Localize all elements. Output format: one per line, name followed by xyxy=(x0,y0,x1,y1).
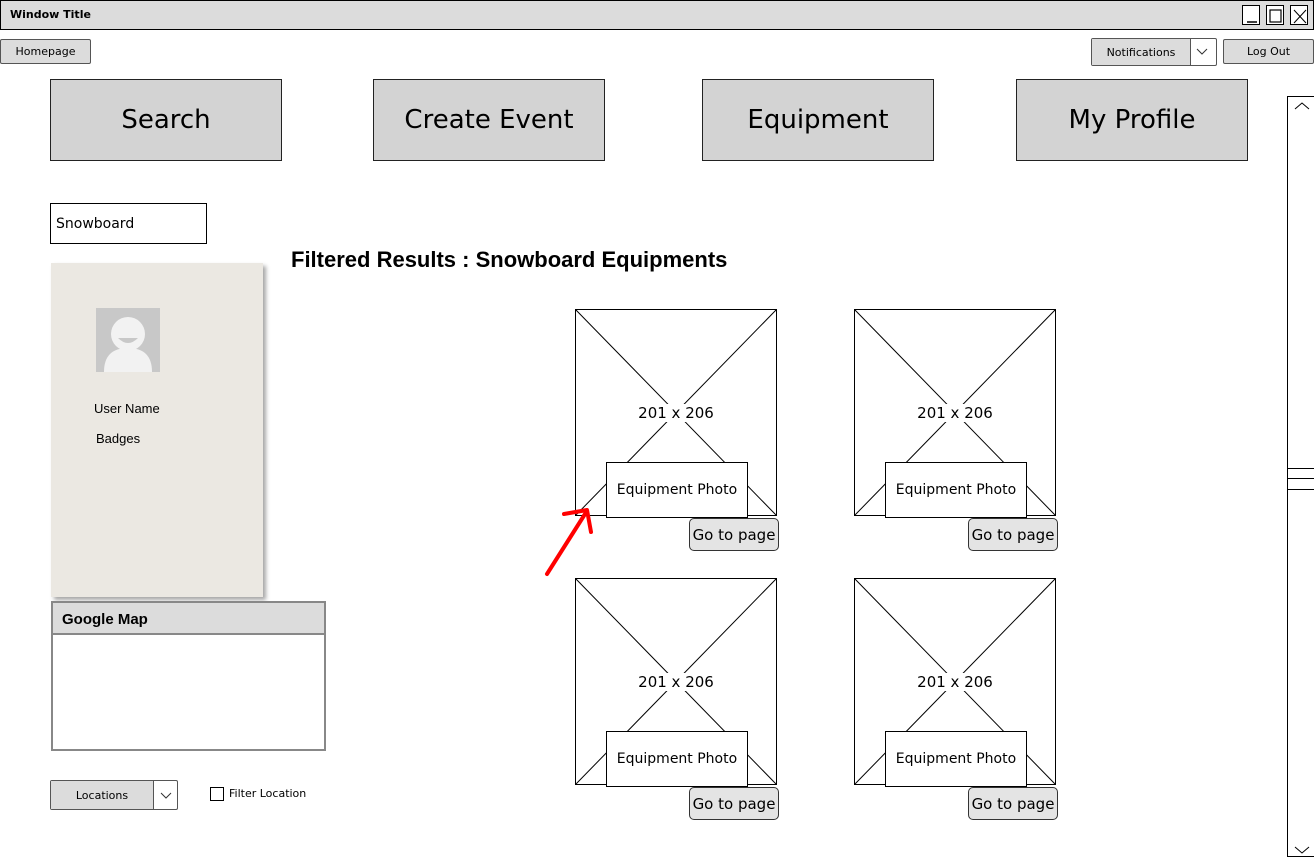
image-dimensions-label: 201 x 206 xyxy=(636,404,716,422)
equipment-photo-label: Equipment Photo xyxy=(606,731,748,787)
image-dimensions-label: 201 x 206 xyxy=(915,673,995,691)
homepage-button[interactable]: Homepage xyxy=(0,39,91,64)
google-map-panel[interactable]: Google Map xyxy=(51,601,326,751)
notifications-dropdown[interactable]: Notifications xyxy=(1091,38,1217,66)
results-heading: Filtered Results : Snowboard Equipments xyxy=(291,247,728,272)
nav-create-event-button[interactable]: Create Event xyxy=(373,79,605,161)
maximize-icon[interactable] xyxy=(1266,5,1284,25)
equipment-photo-label: Equipment Photo xyxy=(885,731,1027,787)
close-icon[interactable] xyxy=(1290,5,1308,25)
chevron-down-icon xyxy=(1196,48,1208,55)
username-label: User Name xyxy=(94,401,160,416)
scroll-up-icon[interactable] xyxy=(1294,101,1310,111)
equipment-photo-label: Equipment Photo xyxy=(606,462,748,518)
go-to-page-button[interactable]: Go to page xyxy=(968,518,1058,551)
nav-equipment-button[interactable]: Equipment xyxy=(702,79,934,161)
badges-label: Badges xyxy=(96,431,141,446)
equipment-card-photo: 201 x 206 Equipment Photo xyxy=(854,578,1056,787)
window-titlebar xyxy=(0,0,1314,30)
vertical-scrollbar[interactable] xyxy=(1287,96,1314,857)
go-to-page-button[interactable]: Go to page xyxy=(689,787,779,820)
red-arrow-annotation xyxy=(545,508,593,576)
minimize-icon[interactable] xyxy=(1242,5,1260,25)
filter-location-checkbox[interactable] xyxy=(210,787,224,801)
scrollbar-thumb[interactable] xyxy=(1288,468,1314,490)
equipment-card-photo: 201 x 206 Equipment Photo xyxy=(575,309,777,518)
search-input[interactable] xyxy=(50,203,207,244)
locations-dropdown[interactable]: Locations xyxy=(50,780,178,810)
equipment-card-photo: 201 x 206 Equipment Photo xyxy=(854,309,1056,518)
notifications-label: Notifications xyxy=(1092,39,1191,65)
image-dimensions-label: 201 x 206 xyxy=(915,404,995,422)
locations-label: Locations xyxy=(51,781,154,809)
logout-button[interactable]: Log Out xyxy=(1223,39,1314,64)
scroll-down-icon[interactable] xyxy=(1294,845,1310,855)
user-avatar-icon xyxy=(96,308,160,372)
go-to-page-button[interactable]: Go to page xyxy=(968,787,1058,820)
map-title: Google Map xyxy=(53,603,324,635)
image-dimensions-label: 201 x 206 xyxy=(636,673,716,691)
equipment-card-photo: 201 x 206 Equipment Photo xyxy=(575,578,777,787)
equipment-photo-label: Equipment Photo xyxy=(885,462,1027,518)
go-to-page-button[interactable]: Go to page xyxy=(689,518,779,551)
chevron-down-icon xyxy=(160,792,172,799)
nav-my-profile-button[interactable]: My Profile xyxy=(1016,79,1248,161)
nav-search-button[interactable]: Search xyxy=(50,79,282,161)
filter-location-label: Filter Location xyxy=(229,787,307,800)
profile-card: User Name Badges xyxy=(51,263,263,597)
window-title: Window Title xyxy=(10,8,91,21)
